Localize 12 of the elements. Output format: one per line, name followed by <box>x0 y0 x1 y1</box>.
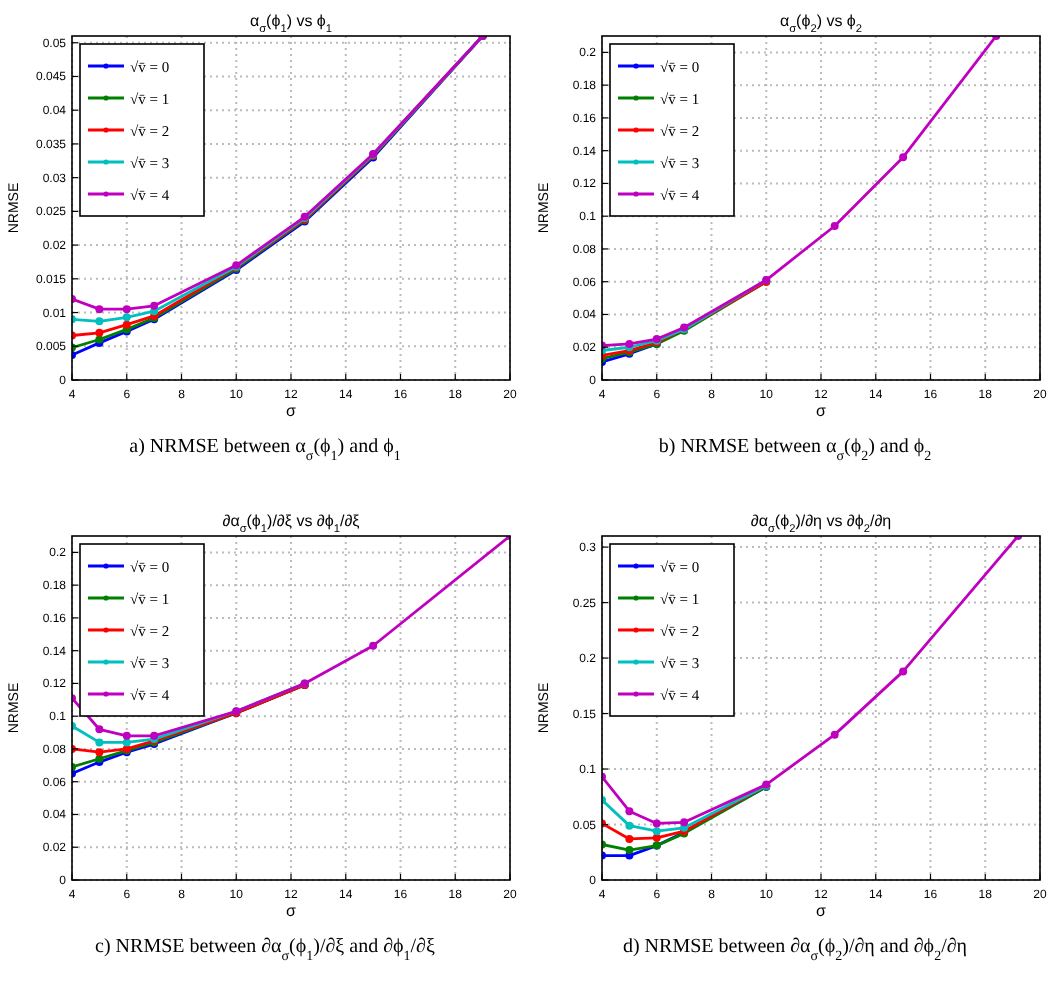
text: b) NRMSE between α$_{σ}$(ϕ$_{2}$) and ϕ$_{2}$ <box>658 436 933 464</box>
x-axis-title: σ <box>816 902 827 920</box>
text: a) NRMSE between α$_{σ}$(ϕ$_{1}$) and ϕ$_{1}$ <box>129 436 402 464</box>
x-axis-title: σ <box>286 902 297 920</box>
chart-title: ∂α$_{σ}$(ϕ$_{1}$)/∂ξ vs ∂ϕ$_{1}$/∂ξ <box>222 512 361 536</box>
chart-title: ∂α$_{σ}$(ϕ$_{2}$)/∂η vs ∂ϕ$_{2}$/∂η <box>750 512 892 536</box>
x-axis-title: σ <box>816 402 827 420</box>
chart-title: α$_{σ}$(ϕ$_{1}$) vs ϕ$_{1}$ <box>249 12 333 36</box>
text: d) NRMSE between ∂α$_{σ}$(ϕ$_{2}$)/∂η and ∂ϕ$_{2}$/∂η <box>622 936 968 964</box>
chart-title: α$_{σ}$(ϕ$_{2}$) vs ϕ$_{2}$ <box>779 12 863 36</box>
x-axis-title: σ <box>286 402 297 420</box>
text: c) NRMSE between ∂α$_{σ}$(ϕ$_{1}$)/∂ξ and ∂ϕ$_{1}$/∂ξ <box>95 936 436 964</box>
